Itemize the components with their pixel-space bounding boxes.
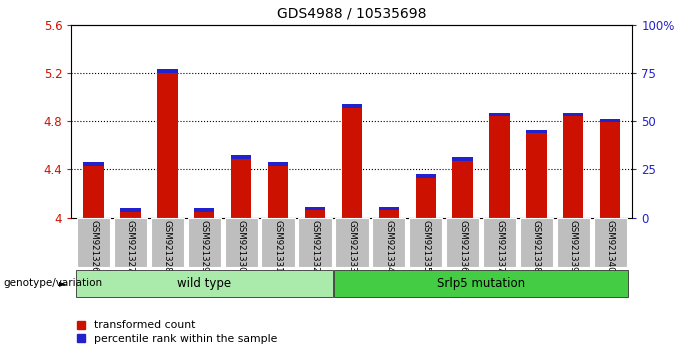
Text: wild type: wild type: [177, 277, 231, 290]
Bar: [157, 69, 177, 73]
Bar: [335, 218, 369, 267]
Bar: [77, 218, 110, 267]
Bar: [262, 218, 294, 267]
Bar: [594, 218, 627, 267]
Text: GSM921331: GSM921331: [273, 220, 283, 272]
Bar: [379, 211, 399, 218]
Bar: [334, 270, 628, 297]
Bar: [120, 212, 141, 218]
Bar: [268, 162, 288, 166]
Bar: [557, 218, 590, 267]
Bar: [268, 166, 288, 218]
Text: GSM921330: GSM921330: [237, 220, 245, 272]
Bar: [342, 108, 362, 218]
Text: ►: ►: [59, 278, 67, 288]
Bar: [342, 104, 362, 108]
Bar: [188, 218, 221, 267]
Bar: [452, 158, 473, 161]
Text: Srlp5 mutation: Srlp5 mutation: [437, 277, 525, 290]
Bar: [305, 211, 325, 218]
Bar: [526, 133, 547, 218]
Bar: [452, 161, 473, 218]
Bar: [563, 116, 583, 218]
Bar: [194, 208, 214, 212]
Bar: [231, 155, 252, 159]
Bar: [194, 212, 214, 218]
Legend: transformed count, percentile rank within the sample: transformed count, percentile rank withi…: [77, 320, 277, 344]
Text: GSM921338: GSM921338: [532, 220, 541, 272]
Bar: [490, 113, 510, 116]
Text: GSM921326: GSM921326: [89, 220, 98, 272]
Text: GSM921328: GSM921328: [163, 220, 172, 272]
Bar: [305, 207, 325, 211]
Bar: [120, 208, 141, 212]
Bar: [151, 218, 184, 267]
Bar: [379, 207, 399, 211]
Bar: [520, 218, 553, 267]
Bar: [490, 116, 510, 218]
Bar: [446, 218, 479, 267]
Bar: [563, 113, 583, 116]
Text: GSM921336: GSM921336: [458, 220, 467, 272]
Bar: [600, 122, 620, 218]
Text: GSM921340: GSM921340: [606, 220, 615, 272]
Bar: [231, 159, 252, 218]
Bar: [372, 218, 405, 267]
Title: GDS4988 / 10535698: GDS4988 / 10535698: [277, 7, 426, 21]
Bar: [84, 162, 103, 166]
Bar: [157, 73, 177, 218]
Bar: [600, 119, 620, 122]
Text: GSM921327: GSM921327: [126, 220, 135, 272]
Bar: [84, 166, 103, 218]
Bar: [76, 270, 333, 297]
Bar: [299, 218, 332, 267]
Bar: [483, 218, 516, 267]
Bar: [114, 218, 147, 267]
Text: GSM921339: GSM921339: [569, 220, 578, 272]
Bar: [224, 218, 258, 267]
Bar: [415, 174, 436, 178]
Text: genotype/variation: genotype/variation: [3, 278, 103, 288]
Text: GSM921334: GSM921334: [384, 220, 393, 272]
Bar: [526, 130, 547, 133]
Text: GSM921329: GSM921329: [200, 220, 209, 272]
Text: GSM921337: GSM921337: [495, 220, 504, 272]
Bar: [415, 178, 436, 218]
Text: GSM921332: GSM921332: [311, 220, 320, 272]
Bar: [409, 218, 442, 267]
Text: GSM921333: GSM921333: [347, 220, 356, 272]
Text: GSM921335: GSM921335: [421, 220, 430, 272]
